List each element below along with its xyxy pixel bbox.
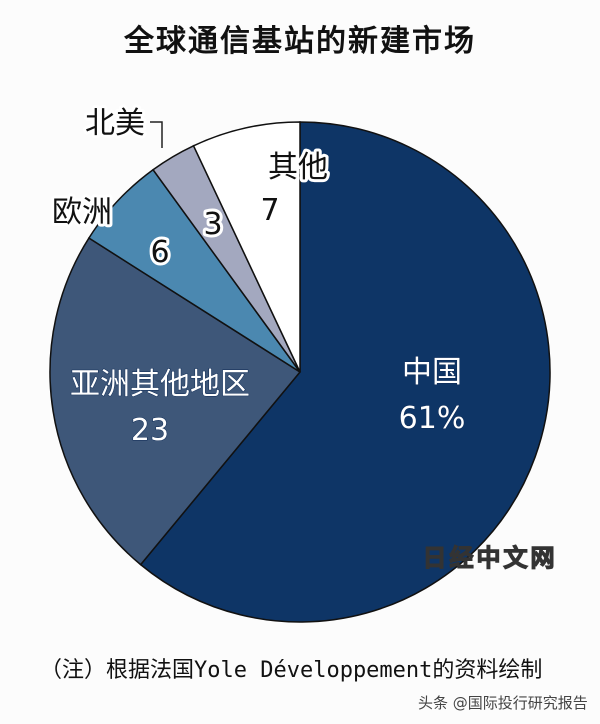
slice-value-north-america: 3 (203, 207, 222, 242)
slice-value-other: 7 (260, 193, 279, 228)
slice-value-europe: 6 (150, 235, 169, 270)
north-america-leader-line (150, 121, 163, 148)
slice-label-other: 其他 (268, 150, 328, 185)
slice-label-china: 中国 (402, 355, 462, 390)
slice-value-asia-other: 23 (131, 413, 169, 448)
credit: 头条 @国际投行研究报告 (418, 694, 588, 712)
watermark: 日经中文网 (423, 544, 558, 572)
slice-value-china: 61% (399, 401, 466, 436)
pie-slice-0 (139, 121, 551, 623)
slice-label-asia-other: 亚洲其他地区 (70, 367, 250, 402)
chart-title: 全球通信基站的新建市场 (124, 24, 476, 59)
source-note: （注）根据法国Yole Développement的资料绘制 (40, 658, 543, 683)
slice-label-north-america: 北美 (85, 106, 145, 141)
slice-label-europe: 欧洲 (52, 195, 112, 230)
pie-slice-1 (49, 237, 302, 566)
pie-slice-4 (192, 121, 301, 373)
